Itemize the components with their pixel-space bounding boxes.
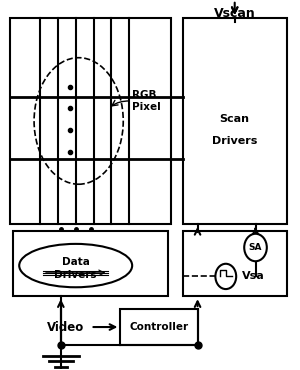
Text: Vsa: Vsa [242,272,264,282]
Text: Video: Video [47,320,85,333]
Circle shape [215,264,236,289]
FancyBboxPatch shape [10,18,171,224]
FancyBboxPatch shape [183,18,287,224]
Text: Vscan: Vscan [214,7,256,20]
FancyBboxPatch shape [183,231,287,296]
Text: SA: SA [249,243,262,252]
Text: Drivers: Drivers [212,136,257,146]
Text: Controller: Controller [129,322,188,332]
Ellipse shape [19,244,132,287]
Circle shape [244,234,267,261]
FancyBboxPatch shape [120,309,198,345]
Text: Data: Data [62,257,90,267]
FancyBboxPatch shape [13,231,168,296]
Text: Scan: Scan [220,114,250,124]
Text: Drivers: Drivers [54,270,97,280]
Text: RGB
Pixel: RGB Pixel [132,90,161,112]
